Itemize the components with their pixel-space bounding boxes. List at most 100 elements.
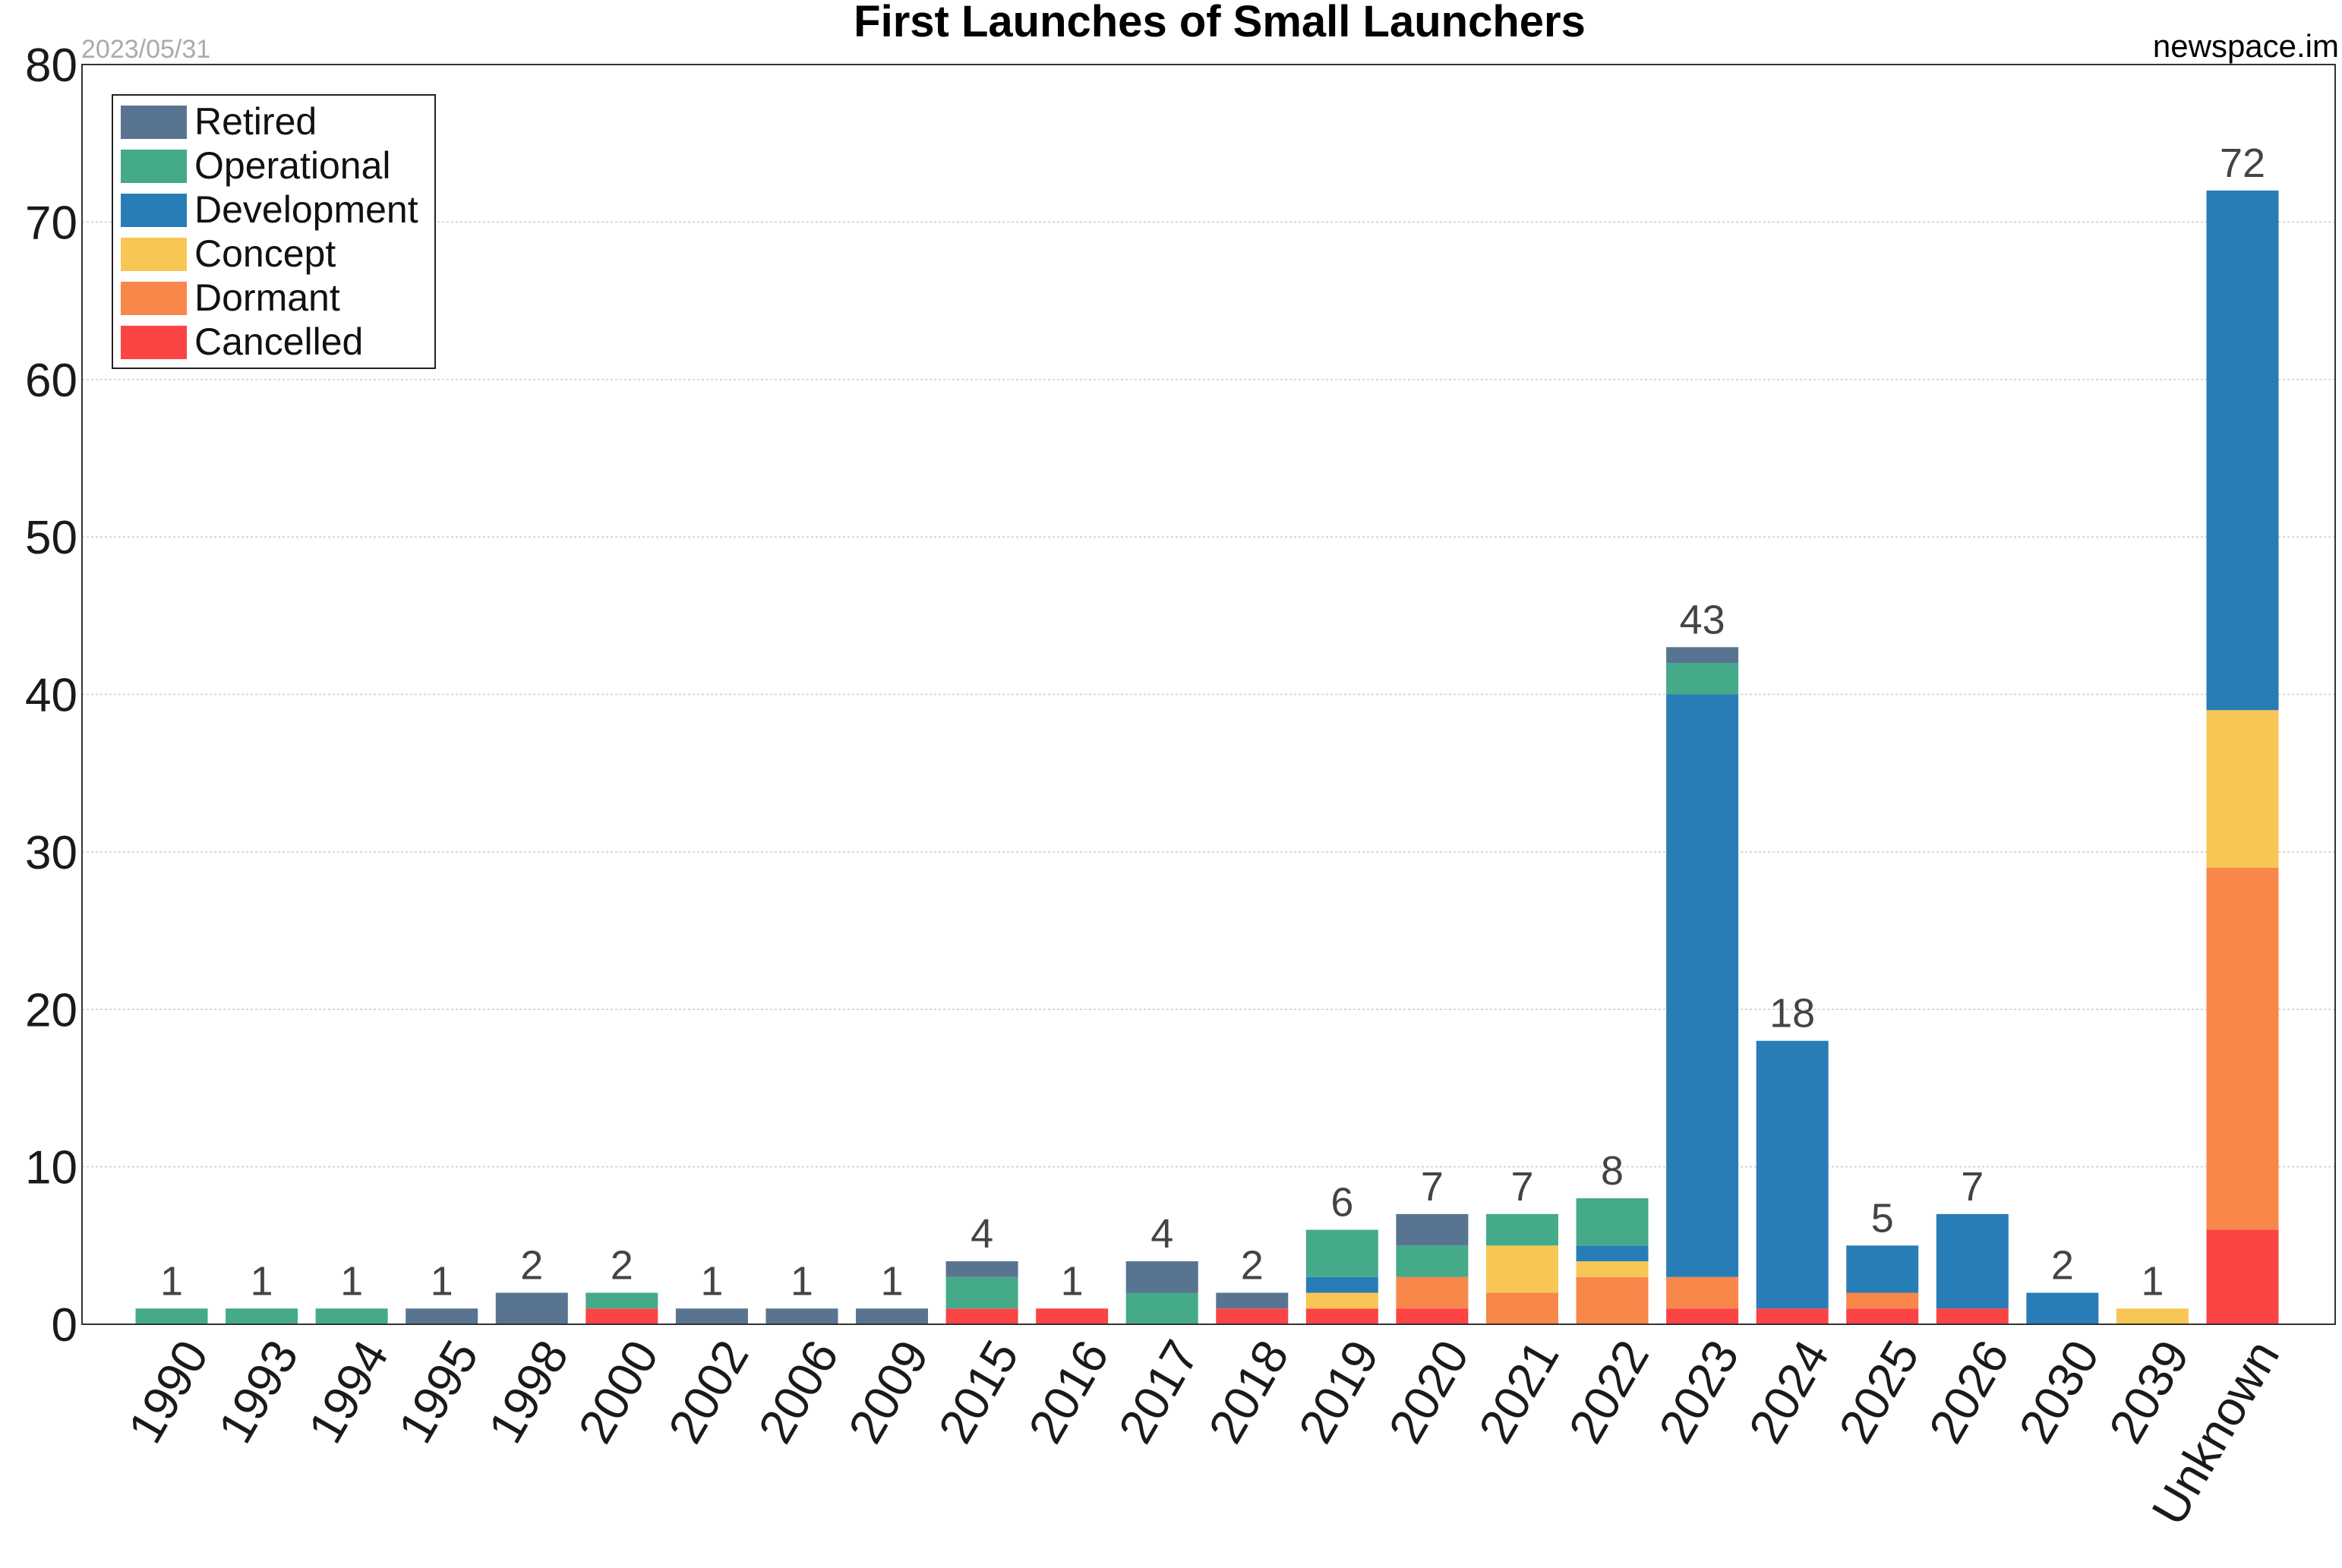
bar-segment-development [1576, 1245, 1649, 1262]
bar-total-label: 1 [340, 1258, 363, 1304]
bar-segment-cancelled [1756, 1308, 1829, 1324]
bar-total-label: 7 [1421, 1164, 1444, 1210]
bar-total-label: 4 [1150, 1211, 1173, 1257]
bar-segment-development [2026, 1292, 2099, 1324]
bar-segment-dormant [2206, 867, 2279, 1230]
y-tick-label: 80 [25, 39, 77, 92]
bar-segment-retired [675, 1308, 748, 1324]
bar-total-label: 7 [1961, 1164, 1984, 1210]
y-tick-label: 10 [25, 1142, 77, 1194]
bar-segment-cancelled [1216, 1308, 1289, 1324]
plot-frame [81, 64, 2336, 1325]
bar-segment-development [1846, 1245, 1919, 1293]
bar-segment-cancelled [1036, 1308, 1109, 1324]
x-tick-label: 2006 [748, 1331, 850, 1452]
legend-swatch-cancelled [121, 326, 187, 359]
bar-total-label: 6 [1330, 1180, 1353, 1226]
y-tick-label: 40 [25, 670, 77, 722]
x-tick-label: 1990 [118, 1331, 219, 1452]
legend-label-cancelled: Cancelled [194, 320, 363, 363]
bar-segment-operational [1396, 1245, 1469, 1277]
bar-total-label: 8 [1601, 1148, 1624, 1194]
x-tick-label: 2021 [1468, 1331, 1570, 1452]
y-tick-label: 30 [25, 827, 77, 879]
bar-segment-concept [2206, 710, 2279, 868]
bar-total-label: 1 [160, 1258, 183, 1304]
y-tick-label: 70 [25, 197, 77, 249]
legend-swatch-retired [121, 106, 187, 139]
legend-label-concept: Concept [194, 232, 336, 275]
bar-segment-development [1936, 1213, 2009, 1309]
bar-total-label: 1 [251, 1258, 273, 1304]
y-axis-ticks: 0 10 20 30 40 50 60 70 80 [25, 39, 77, 1352]
bar-segment-development [1666, 694, 1739, 1277]
x-tick-label: 2026 [1918, 1331, 2020, 1452]
bar-segment-cancelled [1936, 1308, 2009, 1324]
bar-segment-operational [945, 1276, 1018, 1309]
legend-swatch-dormant [121, 282, 187, 315]
legend-swatch-concept [121, 238, 187, 271]
bar-segment-dormant [1846, 1292, 1919, 1309]
x-tick-label: 2000 [567, 1331, 669, 1452]
date-note: 2023/05/31 [81, 35, 210, 64]
bar-segment-retired [945, 1261, 1018, 1277]
bar-segment-retired [495, 1292, 568, 1324]
bar-segment-concept [1576, 1261, 1649, 1277]
x-tick-label: 2030 [2008, 1331, 2110, 1452]
x-axis-labels: 1990199319941995199820002002200620092015… [118, 1331, 2290, 1534]
bar-segment-retired [1666, 647, 1739, 664]
bar-segment-development [1305, 1276, 1378, 1293]
x-tick-label: 2019 [1288, 1331, 1390, 1452]
x-tick-label: 2025 [1828, 1331, 1930, 1452]
bar-total-label: 2 [1241, 1243, 1264, 1289]
bar-segment-retired [1216, 1292, 1289, 1309]
gridlines [82, 221, 2335, 1168]
x-tick-label: 1994 [298, 1331, 399, 1452]
chart-title: First Launches of Small Launchers [854, 0, 1586, 46]
y-tick-label: 0 [52, 1299, 77, 1352]
bar-segment-operational [1576, 1198, 1649, 1246]
legend-swatch-operational [121, 150, 187, 183]
bar-segment-cancelled [1666, 1308, 1739, 1324]
x-tick-label: 2022 [1558, 1331, 1660, 1452]
bar-segment-development [1756, 1040, 1829, 1309]
bar-segment-operational [226, 1308, 298, 1324]
bar-segment-cancelled [1396, 1308, 1469, 1324]
bar-segment-operational [1125, 1292, 1198, 1324]
legend-label-operational: Operational [194, 144, 391, 187]
bar-segment-cancelled [1305, 1308, 1378, 1324]
bar-segment-concept [1485, 1245, 1558, 1293]
bar-segment-retired [1125, 1261, 1198, 1293]
legend-box [112, 94, 436, 369]
bar-segment-dormant [1576, 1276, 1649, 1324]
bar-segment-retired [856, 1308, 929, 1324]
y-tick-label: 50 [25, 512, 77, 564]
x-tick-label: 2015 [928, 1331, 1030, 1452]
bar-total-label: 72 [2220, 140, 2265, 186]
bar-segment-dormant [1485, 1292, 1558, 1324]
x-tick-label: 1995 [387, 1331, 489, 1452]
bar-total-label: 2 [2051, 1243, 2074, 1289]
legend-label-retired: Retired [194, 100, 317, 143]
bar-total-label: 7 [1510, 1164, 1533, 1210]
bar-total-label: 1 [431, 1258, 453, 1304]
bar-segment-cancelled [2206, 1229, 2279, 1324]
bar-total-label: 1 [791, 1258, 813, 1304]
x-tick-label: 2023 [1648, 1331, 1750, 1452]
bar-segment-operational [315, 1308, 388, 1324]
x-tick-label: 2002 [658, 1331, 759, 1452]
x-tick-label: 2009 [838, 1331, 939, 1452]
bar-segment-concept [1305, 1292, 1378, 1309]
bar-total-label: 5 [1871, 1195, 1894, 1241]
legend-swatch-development [121, 194, 187, 227]
bar-segment-retired [1396, 1213, 1469, 1246]
bar-total-label: 4 [971, 1211, 993, 1257]
bar-total-label: 18 [1769, 991, 1815, 1036]
bar-total-label: 1 [2141, 1258, 2164, 1304]
bar-total-label: 43 [1680, 597, 1725, 642]
bar-segment-operational [586, 1292, 658, 1309]
bar-segment-operational [1305, 1229, 1378, 1277]
bar-segment-retired [765, 1308, 838, 1324]
bar-total-label: 2 [520, 1243, 543, 1289]
